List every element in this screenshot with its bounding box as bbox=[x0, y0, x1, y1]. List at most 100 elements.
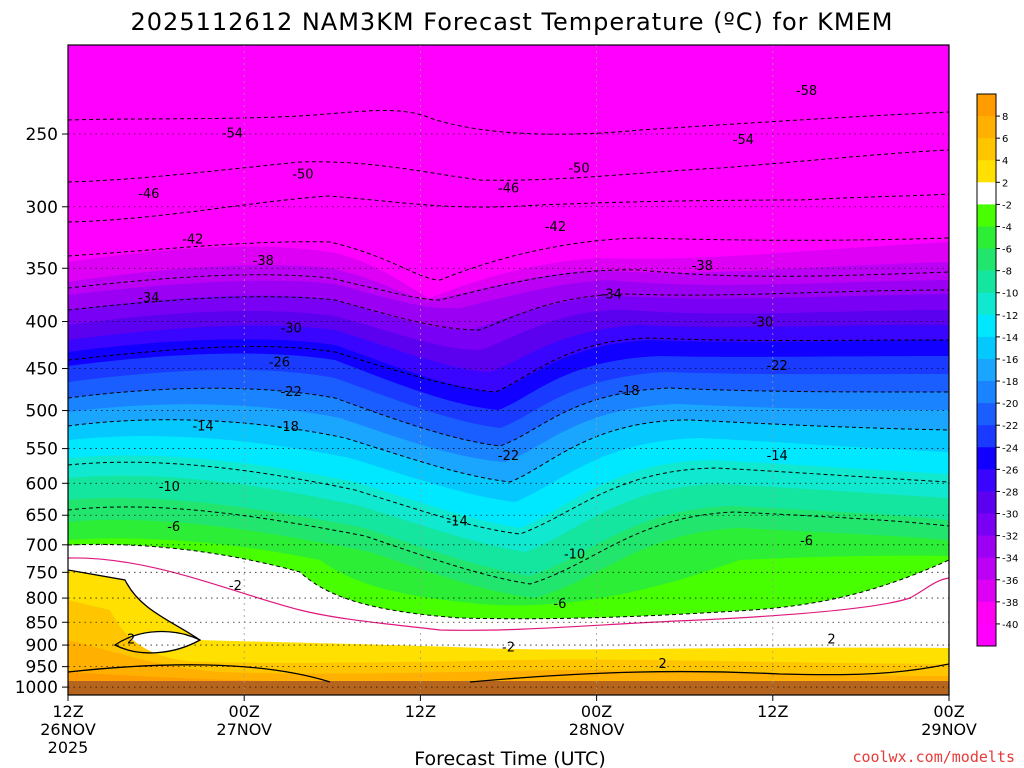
x-axis-label: Forecast Time (UTC) bbox=[414, 748, 605, 768]
colorbar-tick-label: -14 bbox=[1002, 333, 1018, 344]
colorbar-swatch bbox=[977, 623, 996, 647]
contour-label: -34 bbox=[601, 288, 622, 303]
colorbar-swatch bbox=[977, 138, 996, 161]
colorbar-tick-label: 8 bbox=[1002, 112, 1008, 123]
colorbar: 8 6 4 2 -2 -4 -6 -8 -10 -12 -14 -16 -18 -20 -22 -24 -26 -… bbox=[976, 93, 1018, 647]
contour-label: -18 bbox=[278, 420, 299, 435]
x-tick-label: 26NOV bbox=[40, 720, 96, 739]
y-tick-label: 350 bbox=[26, 259, 58, 279]
contour-label: -54 bbox=[733, 133, 754, 148]
colorbar-tick-label: -6 bbox=[1002, 245, 1012, 256]
colorbar-swatch bbox=[977, 204, 996, 227]
credit-text: coolwx.com/modelts bbox=[852, 748, 1015, 766]
colorbar-tick-label: 6 bbox=[1002, 134, 1008, 145]
colorbar-swatch bbox=[977, 557, 996, 581]
freezing-line bbox=[68, 557, 949, 631]
colorbar-tick-label: 2 bbox=[1002, 178, 1008, 189]
colorbar-tick-label: -18 bbox=[1002, 377, 1018, 388]
contour-label: -14 bbox=[446, 515, 467, 530]
contour-label: -38 bbox=[253, 254, 274, 269]
contour-label: -18 bbox=[618, 384, 639, 399]
y-tick-label: 650 bbox=[26, 506, 58, 526]
y-axis: 250 300 350 400 450 500 550 600 650 700 750 800 850 9… bbox=[15, 125, 68, 698]
colorbar-swatch bbox=[977, 292, 996, 316]
colorbar-swatch bbox=[977, 403, 996, 426]
contour-label: -10 bbox=[159, 480, 180, 495]
contour-label: -26 bbox=[269, 355, 290, 370]
colorbar-tick-label: -10 bbox=[1002, 289, 1018, 300]
contour-label: -14 bbox=[767, 449, 788, 464]
x-tick-label: 00Z bbox=[581, 702, 612, 721]
contour-label: -54 bbox=[222, 126, 243, 141]
chart-title: 2025112612 NAM3KM Forecast Temperature (… bbox=[131, 8, 894, 36]
colorbar-tick-label: -30 bbox=[1002, 510, 1018, 521]
contour-label: -2 bbox=[502, 640, 515, 655]
y-tick-label: 550 bbox=[26, 440, 58, 460]
colorbar-swatch bbox=[977, 447, 996, 470]
colorbar-tick-label: -24 bbox=[1002, 443, 1018, 454]
x-tick-label: 29NOV bbox=[921, 720, 977, 739]
y-tick-label: 300 bbox=[26, 198, 58, 218]
y-tick-label: 900 bbox=[26, 636, 58, 656]
contour-label: -50 bbox=[568, 162, 589, 177]
y-tick-label: 750 bbox=[26, 563, 58, 583]
x-tick-label: 28NOV bbox=[569, 720, 625, 739]
colorbar-swatch bbox=[977, 381, 996, 404]
contour-label: -22 bbox=[767, 359, 788, 374]
contour-label: -6 bbox=[167, 520, 180, 535]
y-tick-label: 600 bbox=[26, 474, 58, 494]
colorbar-swatch bbox=[977, 425, 996, 448]
colorbar-swatch bbox=[977, 182, 996, 205]
colorbar-tick-label: -32 bbox=[1002, 532, 1018, 543]
colorbar-tick-label: -38 bbox=[1002, 598, 1018, 609]
colorbar-swatch bbox=[977, 336, 996, 360]
colorbar-tick-label: -36 bbox=[1002, 576, 1018, 587]
y-tick-label: 250 bbox=[26, 125, 58, 145]
colorbar-swatch bbox=[977, 469, 996, 492]
colorbar-tick-label: -20 bbox=[1002, 399, 1018, 410]
colorbar-swatch bbox=[977, 160, 996, 183]
colorbar-swatch bbox=[977, 116, 996, 139]
x-tick-label: 27NOV bbox=[216, 720, 272, 739]
colorbar-swatch bbox=[977, 94, 996, 117]
y-tick-label: 450 bbox=[26, 360, 58, 380]
contour-label: -2 bbox=[229, 579, 242, 594]
contour-label: -22 bbox=[281, 385, 302, 400]
contour-label: -50 bbox=[292, 167, 313, 182]
colorbar-swatch bbox=[977, 314, 996, 338]
colorbar-swatch bbox=[977, 270, 996, 294]
x-tick-label: 2025 bbox=[48, 738, 89, 757]
y-tick-label: 850 bbox=[26, 613, 58, 633]
colorbar-tick-label: -28 bbox=[1002, 487, 1018, 498]
colorbar-swatch bbox=[977, 513, 996, 537]
contour-label: -46 bbox=[138, 187, 159, 202]
y-tick-label: 500 bbox=[26, 402, 58, 422]
contour-labels: -54-50-46-42-38-34-30-26-22-18-14-10-6-2… bbox=[127, 84, 836, 672]
colorbar-swatch bbox=[977, 579, 996, 603]
contour-label: -14 bbox=[192, 419, 213, 434]
colorbar-swatch bbox=[977, 248, 996, 272]
colorbar-tick-label: -40 bbox=[1002, 620, 1018, 631]
contour-label: 2 bbox=[127, 632, 135, 647]
plot-frame bbox=[67, 44, 950, 696]
contour-label: -42 bbox=[545, 220, 566, 235]
y-tick-label: 800 bbox=[26, 589, 58, 609]
colorbar-tick-label: -26 bbox=[1002, 465, 1018, 476]
contour-label: -58 bbox=[796, 84, 817, 99]
contour-label: -30 bbox=[281, 321, 302, 336]
colorbar-swatch bbox=[977, 491, 996, 515]
colorbar-tick-label: -16 bbox=[1002, 355, 1018, 366]
colorbar-swatch bbox=[977, 226, 996, 250]
colorbar-tick-label: -12 bbox=[1002, 311, 1018, 322]
contour-label: 2 bbox=[659, 657, 667, 672]
colorbar-tick-label: 4 bbox=[1002, 156, 1008, 167]
y-tick-label: 400 bbox=[26, 313, 58, 333]
contour-label: -38 bbox=[692, 259, 713, 274]
contour-label: -46 bbox=[498, 182, 519, 197]
colorbar-tick-label: -34 bbox=[1002, 554, 1018, 565]
colorbar-swatch bbox=[977, 358, 996, 382]
y-tick-label: 700 bbox=[26, 536, 58, 556]
contour-label: 2 bbox=[827, 632, 835, 647]
